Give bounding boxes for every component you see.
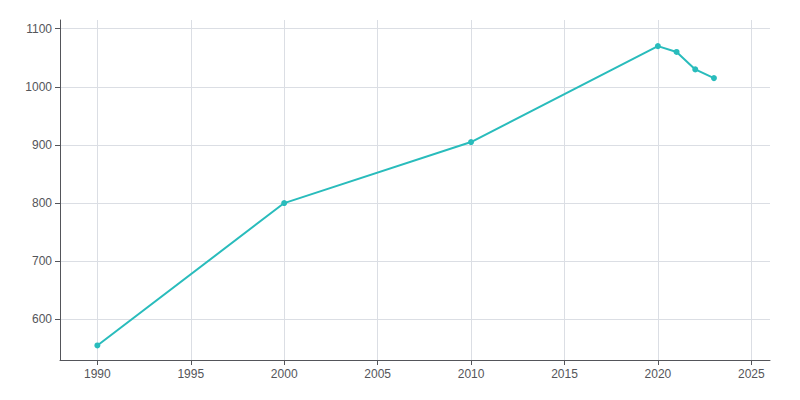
svg-text:2025: 2025 <box>738 367 765 381</box>
svg-text:1100: 1100 <box>26 22 52 36</box>
svg-text:2010: 2010 <box>458 367 485 381</box>
svg-text:1990: 1990 <box>84 367 111 381</box>
svg-text:2015: 2015 <box>551 367 578 381</box>
svg-text:2020: 2020 <box>645 367 672 381</box>
svg-text:1995: 1995 <box>177 367 204 381</box>
svg-text:2000: 2000 <box>271 367 298 381</box>
svg-text:2005: 2005 <box>364 367 391 381</box>
svg-text:900: 900 <box>32 138 52 152</box>
svg-text:600: 600 <box>32 312 52 326</box>
svg-text:800: 800 <box>32 196 52 210</box>
svg-text:1000: 1000 <box>25 80 52 94</box>
svg-text:700: 700 <box>32 254 52 268</box>
